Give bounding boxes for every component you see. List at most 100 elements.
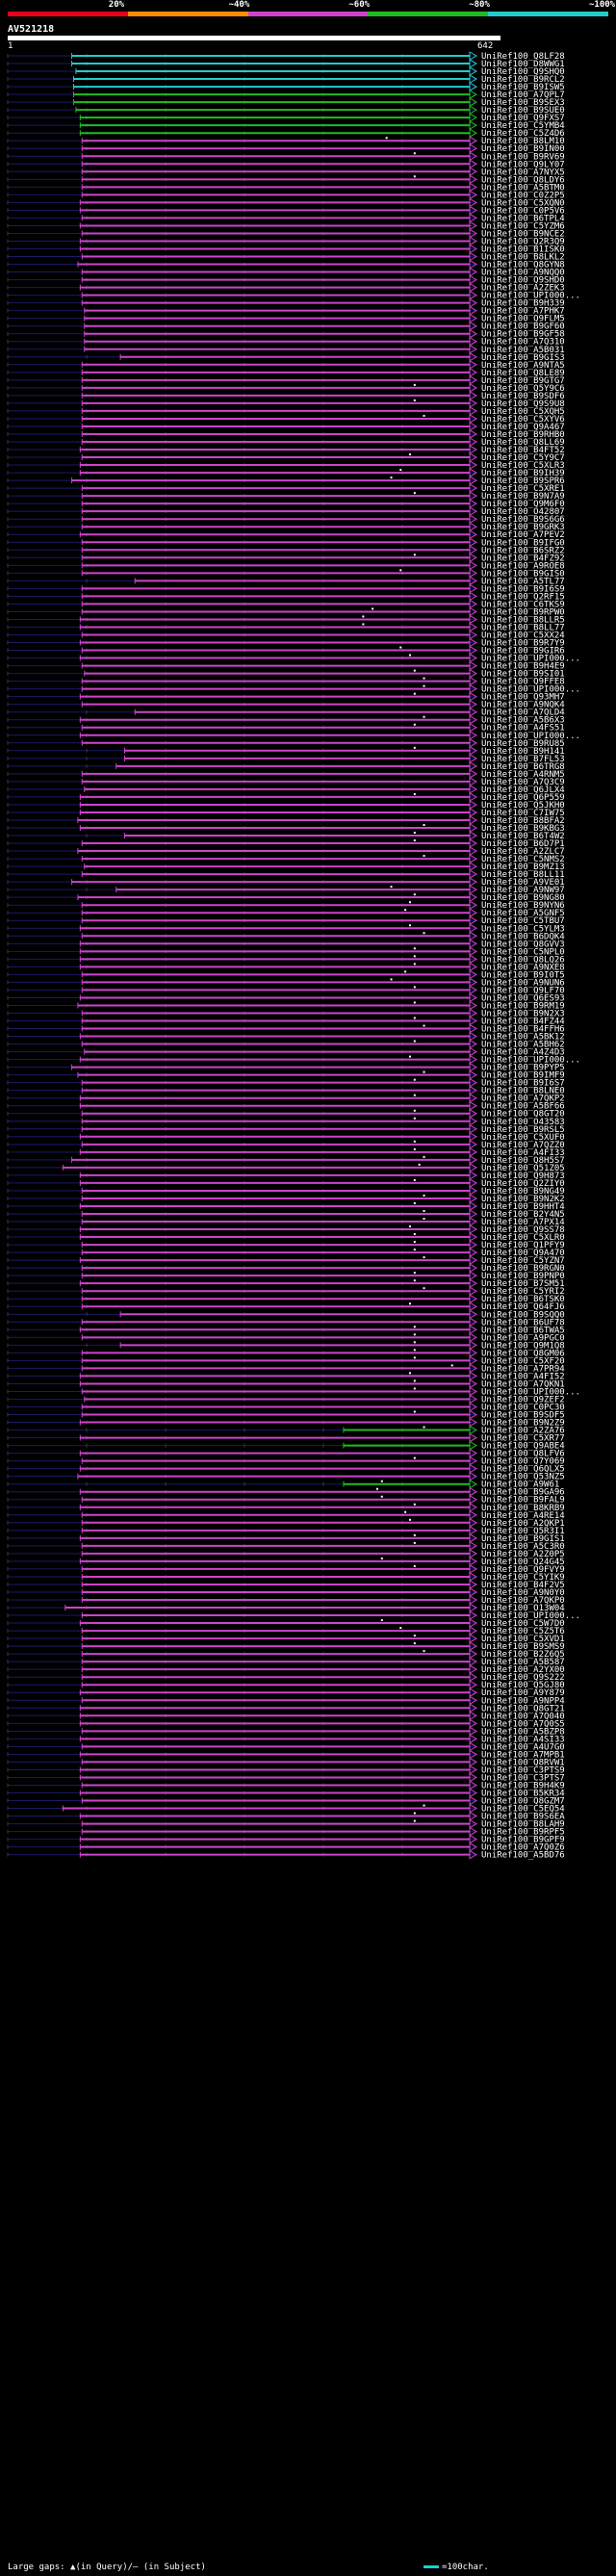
hit-row[interactable]: UniRef100_B9IN00 [7,143,565,154]
hit-row[interactable]: UniRef100_B6TWA5 [7,1325,565,1335]
hit-row[interactable]: UniRef100_Q9M6F0 [7,499,565,509]
hit-row[interactable]: UniRef100_A7PR94 [7,1363,565,1374]
hit-row[interactable]: UniRef100_B2Z6Q5 [7,1649,565,1660]
hit-row[interactable]: UniRef100_C5Z4D6 [7,128,565,139]
hit-row[interactable]: UniRef100_UPI000... [7,1610,580,1621]
hit-row[interactable]: UniRef100_Q1PFY9 [7,1240,565,1250]
hit-row[interactable]: UniRef100_B9GA96 [7,1486,565,1498]
hit-row[interactable]: UniRef100_A2ZLC7 [7,846,565,857]
hit-row[interactable]: UniRef100_B9RHB0 [7,429,565,440]
hit-row[interactable]: UniRef100_Q8LF28 [7,51,565,62]
hit-row[interactable]: UniRef100_A7Q0S5 [7,1718,565,1729]
hit-row[interactable]: UniRef100_Q9S9U8 [7,399,565,409]
hit-row[interactable]: UniRef100_A5TL77 [7,576,565,586]
hit-row[interactable]: UniRef100_A2Z0P5 [7,1549,565,1559]
hit-row[interactable]: UniRef100_B9NG80 [7,892,565,903]
hit-row[interactable]: UniRef100_B9I0T5 [7,969,565,980]
hit-row[interactable]: UniRef100_C6TKS9 [7,599,565,609]
hit-row[interactable]: UniRef100_A9NQK4 [7,699,565,710]
hit-row[interactable]: UniRef100_B9GIR6 [7,645,565,657]
hit-row[interactable]: UniRef100_A4FI52 [7,1371,565,1381]
hit-row[interactable]: UniRef100_UPI000... [7,683,580,695]
hit-row[interactable]: UniRef100_A5BF66 [7,1100,565,1112]
hit-row[interactable]: UniRef100_A2ZEK3 [7,282,565,294]
hit-row[interactable]: UniRef100_B9RCL2 [7,74,565,85]
hit-row[interactable]: UniRef100_A5B587 [7,1657,565,1667]
hit-row[interactable]: UniRef100_B9I6S7 [7,1077,565,1089]
hit-row[interactable]: UniRef100_B6TPL4 [7,213,565,223]
hit-row[interactable]: UniRef100_Q8GVV3 [7,939,565,949]
hit-row[interactable]: UniRef100_B9IH39 [7,468,565,478]
hit-row[interactable]: UniRef100_B9RPW0 [7,606,565,617]
hit-row[interactable]: UniRef100_C5XRE1 [7,483,565,494]
hit-row[interactable]: UniRef100_C5XQH5 [7,406,565,417]
hit-row[interactable]: UniRef100_Q9FLM5 [7,313,565,324]
hit-row[interactable]: UniRef100_A9NUN6 [7,977,565,988]
hit-row[interactable]: UniRef100_B9S6G6 [7,514,565,525]
hit-row[interactable]: UniRef100_B9I6S9 [7,583,565,594]
hit-row[interactable]: UniRef100_A7Q3C9 [7,777,565,787]
hit-row[interactable]: UniRef100_B9IFG0 [7,537,565,548]
hit-row[interactable]: UniRef100_B9ISW5 [7,82,565,92]
hit-row[interactable]: UniRef100_B9H4K9 [7,1780,565,1790]
hit-row[interactable]: UniRef100_Q6P559 [7,792,565,803]
hit-row[interactable]: UniRef100_Q9SHQ0 [7,66,565,77]
hit-row[interactable]: UniRef100_Q5JKH0 [7,800,565,811]
hit-row[interactable]: UniRef100_B8KRB9 [7,1502,565,1513]
hit-row[interactable]: UniRef100_Q53NZ5 [7,1471,565,1482]
hit-row[interactable]: UniRef100_C3PTS9 [7,1765,565,1775]
hit-row[interactable]: UniRef100_B9SQQ0 [7,1309,565,1320]
hit-row[interactable]: UniRef100_A5BD76 [7,1849,565,1861]
hit-row[interactable]: UniRef100_A9NTA5 [7,359,565,371]
hit-row[interactable]: UniRef100_A7QKP0 [7,1595,565,1606]
hit-row[interactable]: UniRef100_B9NCE2 [7,228,565,239]
hit-row[interactable]: UniRef100_Q6QLX5 [7,1463,565,1475]
hit-row[interactable]: UniRef100_Q5Y9C6 [7,382,565,394]
hit-row[interactable]: UniRef100_Q6JLX4 [7,785,565,795]
hit-row[interactable]: UniRef100_A4RNM5 [7,768,565,780]
hit-row[interactable]: UniRef100_Q2RF15 [7,591,565,602]
hit-row[interactable]: UniRef100_B9RM19 [7,1000,565,1011]
hit-row[interactable]: UniRef100_Q9FFE8 [7,676,565,687]
hit-row[interactable]: UniRef100_Q93MH7 [7,691,565,703]
hit-row[interactable]: UniRef100_C5XF20 [7,1355,565,1366]
hit-row[interactable]: UniRef100_B9GF58 [7,328,565,340]
hit-row[interactable]: UniRef100_Q9SS78 [7,1224,565,1235]
hit-row[interactable]: UniRef100_C5XQN0 [7,197,565,208]
hit-row[interactable]: UniRef100_B8BFA2 [7,815,565,826]
hit-row[interactable]: UniRef100_B9PNP0 [7,1271,565,1281]
hit-row[interactable]: UniRef100_B6DQK4 [7,931,565,941]
hit-row[interactable]: UniRef100_C5YMB4 [7,120,565,131]
hit-row[interactable]: UniRef100_C5NPL0 [7,946,565,957]
hit-row[interactable]: UniRef100_B8LL11 [7,869,565,880]
hit-row[interactable]: UniRef100_B9HHT4 [7,1201,565,1212]
hit-row[interactable]: UniRef100_C5XR77 [7,1432,565,1444]
hit-row[interactable]: UniRef100_A5BH62 [7,1039,565,1050]
hit-row[interactable]: UniRef100_Q9S222 [7,1672,565,1683]
hit-row[interactable]: UniRef100_A4Z4D3 [7,1046,565,1058]
hit-row[interactable]: UniRef100_A7NYX5 [7,167,565,177]
hit-row[interactable]: UniRef100_C5EQ54 [7,1803,565,1815]
hit-row[interactable]: UniRef100_B8LM10 [7,136,565,146]
hit-row[interactable]: UniRef100_A4SI33 [7,1734,565,1744]
hit-row[interactable]: UniRef100_A4FI33 [7,1146,565,1158]
hit-row[interactable]: UniRef100_B9GF60 [7,321,565,332]
hit-row[interactable]: UniRef100_UPI000... [7,290,580,301]
hit-row[interactable]: UniRef100_B9GIS1 [7,1533,565,1544]
hit-row[interactable]: UniRef100_B8LKL2 [7,251,565,263]
hit-row[interactable]: UniRef100_A2QKP1 [7,1517,565,1529]
hit-row[interactable]: UniRef100_C5TBU7 [7,915,565,926]
hit-row[interactable]: UniRef100_B9SPR6 [7,476,565,486]
hit-row[interactable]: UniRef100_A5GNF5 [7,908,565,918]
hit-row[interactable]: UniRef100_B9FAL9 [7,1494,565,1506]
hit-row[interactable]: UniRef100_B4FT52 [7,445,565,455]
hit-row[interactable]: UniRef100_Q9ABE4 [7,1440,565,1452]
hit-row[interactable]: UniRef100_B6TSK0 [7,1294,565,1304]
hit-row[interactable]: UniRef100_A9ROE8 [7,560,565,571]
hit-row[interactable]: UniRef100_C3PTS7 [7,1772,565,1783]
hit-row[interactable]: UniRef100_C5YRI2 [7,1286,565,1297]
hit-row[interactable]: UniRef100_B9PYP5 [7,1062,565,1073]
hit-row[interactable]: UniRef100_B1ISK0 [7,244,565,255]
hit-row[interactable]: UniRef100_B9RSL5 [7,1123,565,1135]
hit-row[interactable]: UniRef100_C5XLR0 [7,1232,565,1243]
